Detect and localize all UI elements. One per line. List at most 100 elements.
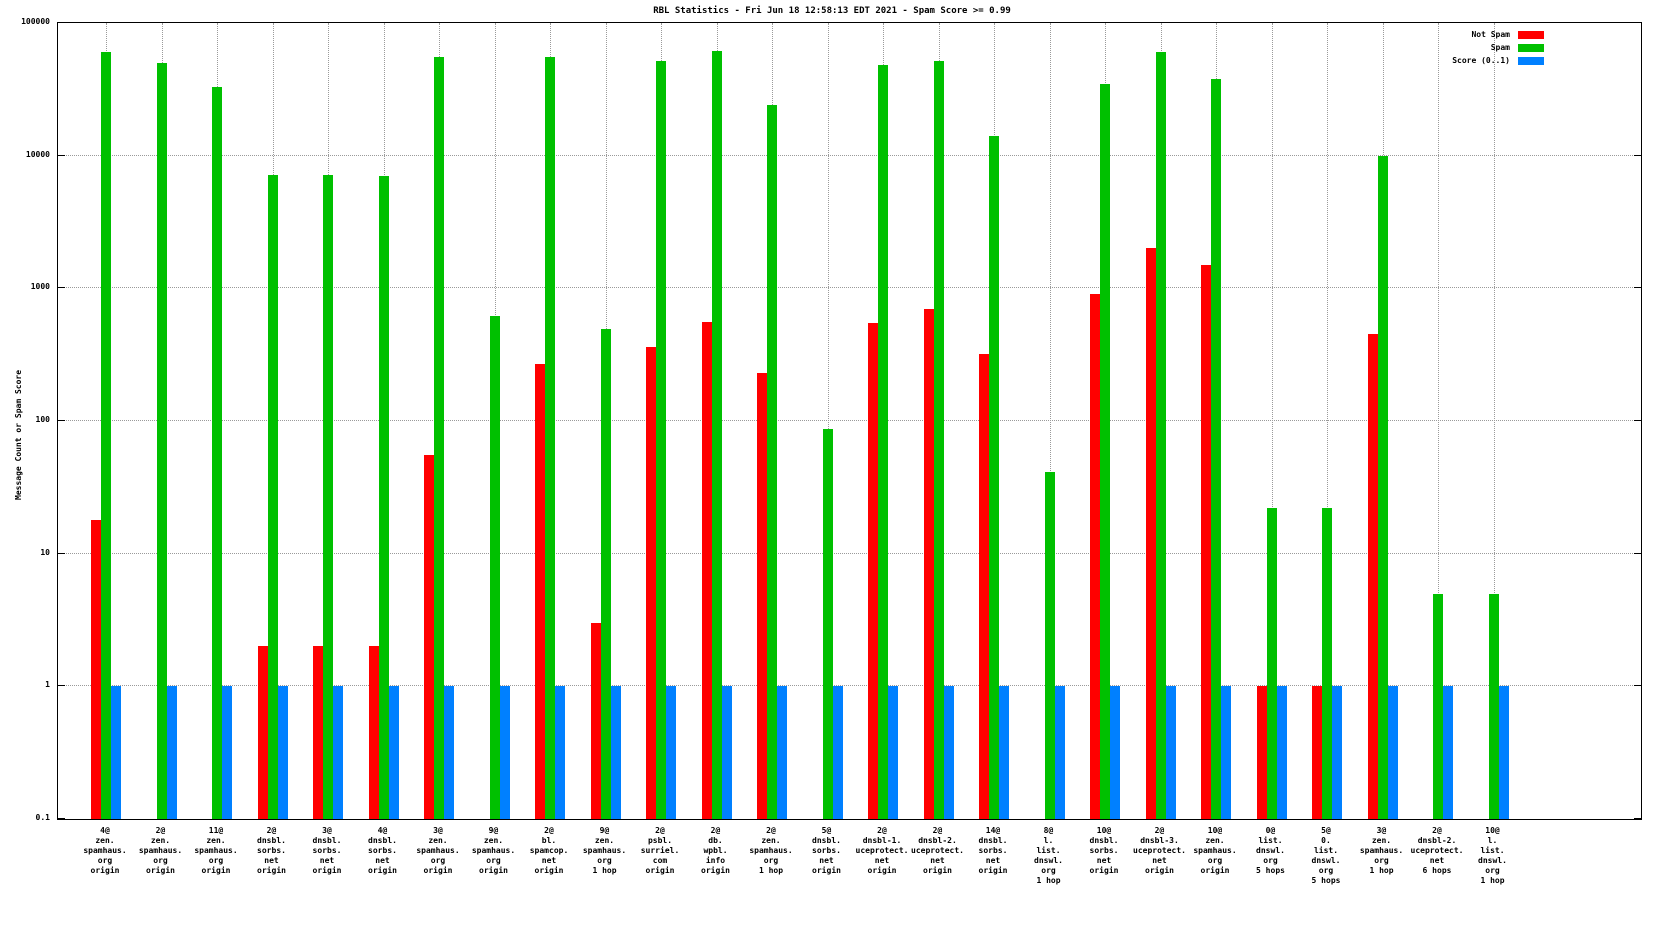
x-category-label: 2@ db. wpbl. info origin — [701, 826, 730, 875]
legend-swatch — [1518, 43, 1544, 52]
x-category-label: 2@ zen. spamhaus. org origin — [138, 826, 183, 875]
spam-bar — [1322, 508, 1332, 819]
x-category-label: 4@ zen. spamhaus. org origin — [83, 826, 127, 875]
score-0-1--bar — [555, 686, 565, 819]
not-spam-bar — [646, 347, 656, 819]
y-tick-mark — [58, 818, 65, 819]
x-category-label: 9@ zen. spamhaus. org origin — [471, 826, 516, 875]
h-gridline — [58, 154, 1641, 156]
not-spam-bar — [257, 646, 268, 819]
spam-bar — [1100, 83, 1110, 819]
y-tick-label: 100000 — [21, 17, 50, 26]
score-0-1--bar — [610, 686, 621, 819]
legend: Not Spam Spam Score (0..1) — [1452, 28, 1544, 67]
spam-bar — [1044, 472, 1055, 819]
score-0-1--bar — [388, 686, 399, 819]
v-gridline — [1493, 23, 1495, 819]
x-category-label: 3@ dnsbl. sorbs. net origin — [312, 826, 342, 875]
legend-swatch — [1518, 56, 1544, 65]
y-tick-mark — [1634, 685, 1641, 687]
not-spam-bar — [1256, 686, 1267, 819]
x-category-label: 2@ dnsbl-2. uceprotect. net 6 hops — [1410, 826, 1464, 875]
x-category-label: 10@ dnsbl. sorbs. net origin — [1089, 826, 1119, 875]
spam-bar — [711, 50, 722, 819]
legend-item: Not Spam — [1452, 28, 1544, 41]
score-0-1--bar — [1332, 686, 1342, 819]
not-spam-bar — [313, 646, 323, 819]
spam-bar — [600, 329, 611, 819]
x-category-label: 3@ zen. spamhaus. org 1 hop — [1359, 826, 1404, 875]
h-gridline — [58, 685, 1641, 687]
y-tick-mark — [1634, 154, 1641, 156]
score-0-1--bar — [943, 686, 954, 819]
legend-item: Spam — [1452, 41, 1544, 54]
y-tick-mark — [1634, 22, 1641, 23]
not-spam-bar — [590, 623, 601, 819]
spam-bar — [1266, 508, 1277, 819]
x-category-label: 14@ dnsbl. sorbs. net origin — [978, 826, 1008, 875]
spam-bar — [1433, 593, 1443, 819]
h-gridline — [58, 552, 1641, 554]
spam-bar — [434, 57, 444, 819]
spam-bar — [545, 57, 555, 819]
score-0-1--bar — [777, 686, 787, 819]
not-spam-bar — [535, 363, 545, 819]
y-tick-mark — [58, 154, 65, 156]
x-category-label: 2@ dnsbl-3. uceprotect. net origin — [1133, 826, 1186, 875]
spam-bar — [933, 60, 944, 819]
x-category-label: 2@ bl. spamcop. net origin — [529, 826, 569, 875]
score-0-1--bar — [1165, 686, 1176, 819]
score-0-1--bar — [277, 686, 288, 819]
x-category-label: 5@ dnsbl. sorbs. net origin — [812, 826, 841, 875]
not-spam-bar — [868, 322, 878, 819]
y-tick-label: 100 — [35, 415, 50, 424]
legend-swatch — [1518, 30, 1544, 39]
spam-bar — [878, 65, 888, 819]
y-tick-label: 0.1 — [35, 813, 50, 822]
spam-bar — [989, 136, 999, 819]
x-category-label: 2@ dnsbl-1. uceprotect. net origin — [855, 826, 909, 875]
x-category-label: 3@ zen. spamhaus. org origin — [416, 826, 460, 875]
x-category-label: 10@ zen. spamhaus. org origin — [1193, 826, 1237, 875]
x-category-label: 10@ l. list. dnswl. org 1 hop — [1478, 826, 1507, 885]
score-0-1--bar — [166, 686, 177, 819]
score-0-1--bar — [222, 686, 232, 819]
v-gridline — [1438, 23, 1439, 819]
x-category-label: 2@ dnsbl. sorbs. net origin — [257, 826, 286, 875]
score-0-1--bar — [1276, 686, 1287, 819]
legend-label: Score (0..1) — [1452, 56, 1510, 65]
legend-label: Not Spam — [1471, 30, 1510, 39]
spam-bar — [1377, 155, 1388, 819]
x-category-label: 2@ psbl. surriel. com origin — [640, 826, 680, 875]
score-0-1--bar — [499, 686, 510, 819]
v-gridline — [1049, 23, 1051, 819]
not-spam-bar — [923, 308, 934, 819]
x-category-label: 0@ list. dnswl. org 5 hops — [1256, 826, 1285, 875]
not-spam-bar — [1145, 248, 1156, 819]
score-0-1--bar — [444, 686, 454, 819]
y-tick-mark — [58, 685, 65, 687]
y-tick-mark — [1634, 420, 1641, 421]
spam-bar — [1155, 52, 1166, 819]
not-spam-bar — [91, 519, 101, 819]
not-spam-bar — [424, 455, 434, 819]
x-axis-category-labels: 4@ zen. spamhaus. org origin 2@ zen. spam… — [57, 826, 1640, 934]
spam-bar — [101, 52, 111, 819]
x-category-label: 5@ 0. list. dnswl. org 5 hops — [1311, 826, 1341, 885]
spam-bar — [489, 315, 500, 819]
y-tick-mark — [58, 420, 65, 421]
score-0-1--bar — [111, 686, 121, 819]
legend-item: Score (0..1) — [1452, 54, 1544, 67]
y-tick-mark — [1634, 552, 1641, 554]
score-0-1--bar — [1110, 686, 1120, 819]
y-tick-label: 1 — [45, 680, 50, 690]
spam-bar — [822, 429, 833, 819]
y-axis-tick-labels: 100000 10000 1000 100 10 1 0.1 — [0, 0, 55, 936]
score-0-1--bar — [1498, 686, 1509, 819]
v-gridline — [827, 23, 829, 819]
x-category-label: 8@ l. list. dnswl. org 1 hop — [1034, 826, 1063, 885]
spam-bar — [656, 60, 666, 819]
y-tick-label: 10 — [40, 547, 50, 557]
not-spam-bar — [701, 321, 712, 819]
legend-label: Spam — [1490, 43, 1510, 52]
